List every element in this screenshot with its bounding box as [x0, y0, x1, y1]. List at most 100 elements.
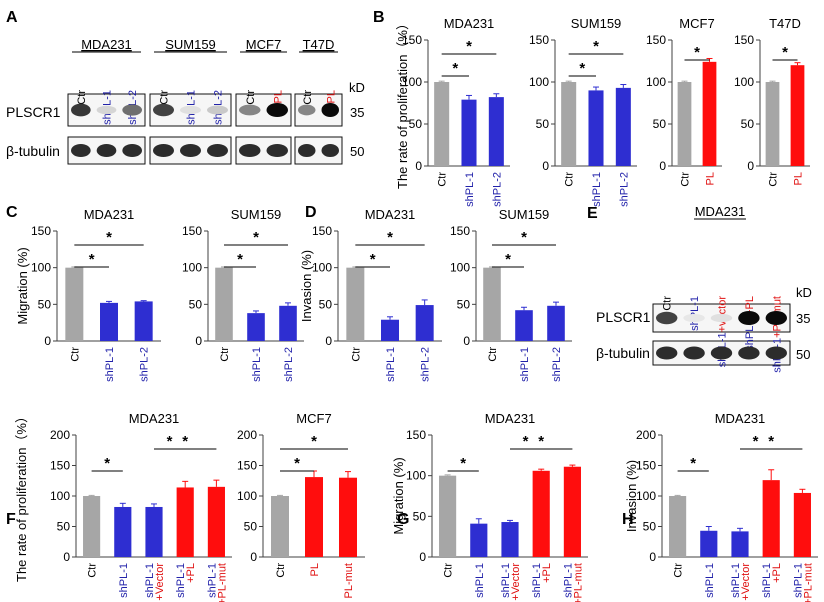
lane-label-text: shPL-1+PL-mut — [771, 296, 783, 373]
lane-label: PL — [272, 90, 284, 103]
x-tick-label-text: shPL-1 — [118, 563, 130, 598]
y-tick-label: 150 — [312, 224, 332, 238]
y-tick-label: 50 — [643, 520, 657, 534]
y-tick-label: 100 — [450, 261, 470, 275]
significance-star: * — [782, 44, 788, 61]
y-tick-label: 150 — [31, 224, 51, 238]
mw-label: 50 — [796, 347, 810, 362]
lane-label-part: +PL — [744, 296, 756, 316]
significance-star: * — [370, 251, 376, 268]
x-tick-label-text: shPL-1 — [519, 347, 531, 382]
lane-label: Ctr — [662, 296, 674, 311]
bar — [790, 65, 805, 166]
bar — [339, 477, 357, 557]
y-axis-label: Migration (%) — [391, 457, 406, 534]
y-axis-label: Invasion (%) — [299, 250, 314, 322]
significance-star: * — [505, 251, 511, 268]
x-tick-label-text: shPL-1 — [474, 563, 486, 598]
y-tick-label: 150 — [402, 33, 422, 47]
y-tick-label: 50 — [319, 297, 333, 311]
x-tick-label-text: shPL-2 — [618, 172, 630, 207]
x-tick-label: shPL-1 — [385, 347, 397, 382]
lane-label-text: Ctr — [76, 90, 88, 105]
y-tick-label: 0 — [44, 334, 51, 348]
kd-label: kD — [349, 80, 365, 95]
plscr1-band — [765, 311, 787, 325]
y-tick-label: 150 — [529, 33, 549, 47]
x-tick-label: shPL-2 — [283, 347, 295, 382]
significance-star: * — [182, 433, 188, 450]
panel-letter: G — [397, 511, 409, 528]
protein-label: β-tubulin — [596, 345, 650, 361]
significance-star: * — [521, 229, 527, 246]
x-tick-label-text: +Vector — [510, 563, 522, 601]
bar — [215, 267, 233, 341]
plscr1-band — [738, 311, 760, 325]
x-tick-label: Ctr — [219, 347, 231, 362]
bar — [563, 466, 581, 557]
tubulin-band — [71, 143, 91, 158]
y-tick-label: 50 — [653, 117, 667, 131]
x-tick-label-text: +Vector — [154, 563, 166, 601]
bar — [439, 475, 457, 557]
y-tick-label: 50 — [57, 520, 71, 534]
x-tick-label-text: Ctr — [487, 347, 499, 362]
lane-label-text: Ctr — [662, 296, 674, 311]
chart-title: SUM159 — [571, 16, 622, 31]
y-tick-label: 150 — [50, 459, 70, 473]
x-tick-label-text: +PL — [185, 563, 197, 583]
y-tick-label: 50 — [741, 117, 755, 131]
bar — [532, 470, 550, 557]
x-tick-label: shPL-2 — [491, 172, 503, 207]
y-tick-label: 100 — [237, 489, 257, 503]
bar — [515, 310, 533, 341]
y-tick-label: 150 — [406, 428, 426, 442]
x-tick-label: Ctr — [437, 172, 449, 187]
x-tick-label: shPL-1+Vector — [500, 563, 522, 601]
y-tick-label: 100 — [406, 469, 426, 483]
plscr1-band — [321, 103, 339, 117]
x-tick-label: shPL-1 — [591, 172, 603, 207]
x-tick-label-text: +Vector — [740, 563, 752, 601]
tubulin-band — [683, 346, 705, 360]
y-tick-label: 200 — [636, 428, 656, 442]
x-tick-label: shPL-1+PL-mut — [206, 563, 228, 602]
x-tick-label-text: shPL-1 — [591, 172, 603, 207]
bar — [615, 87, 631, 166]
mw-label: 35 — [796, 311, 810, 326]
significance-star: * — [167, 433, 173, 450]
x-tick-label: Ctr — [768, 172, 780, 187]
bar — [415, 305, 434, 341]
plscr1-band — [239, 104, 261, 116]
x-tick-label-text: Ctr — [437, 172, 449, 187]
bar — [145, 506, 163, 557]
y-tick-label: 100 — [312, 261, 332, 275]
x-tick-label-text: shPL-1 — [500, 563, 512, 598]
lane-label: Ctr — [245, 90, 257, 105]
bar — [669, 496, 687, 557]
lane-label-text: PL — [325, 90, 337, 103]
plscr1-band — [266, 103, 288, 117]
bar — [700, 530, 718, 557]
y-tick-label: 200 — [50, 428, 70, 442]
x-tick-label-text: +PL — [771, 563, 783, 583]
cell-line-label: T47D — [303, 37, 335, 52]
x-tick-label-text: Ctr — [673, 563, 685, 578]
x-tick-label-text: shPL-1 — [104, 347, 116, 382]
plscr1-band — [683, 313, 705, 323]
panel-letter: A — [6, 9, 18, 26]
lane-label: shPL-1 — [689, 296, 701, 331]
y-tick-label: 0 — [659, 159, 666, 173]
y-tick-label: 200 — [237, 428, 257, 442]
chart-title: MDA231 — [129, 411, 180, 426]
x-tick-label-text: +PL-mut — [572, 563, 584, 602]
y-tick-label: 100 — [636, 489, 656, 503]
significance-star: * — [694, 44, 700, 61]
tubulin-band — [710, 346, 733, 360]
significance-star: * — [89, 251, 95, 268]
significance-star: * — [690, 455, 696, 472]
y-tick-label: 100 — [646, 75, 666, 89]
chart-title: MDA231 — [84, 207, 135, 222]
chart-title: MCF7 — [296, 411, 331, 426]
x-tick-label-text: shPL-1 — [251, 347, 263, 382]
